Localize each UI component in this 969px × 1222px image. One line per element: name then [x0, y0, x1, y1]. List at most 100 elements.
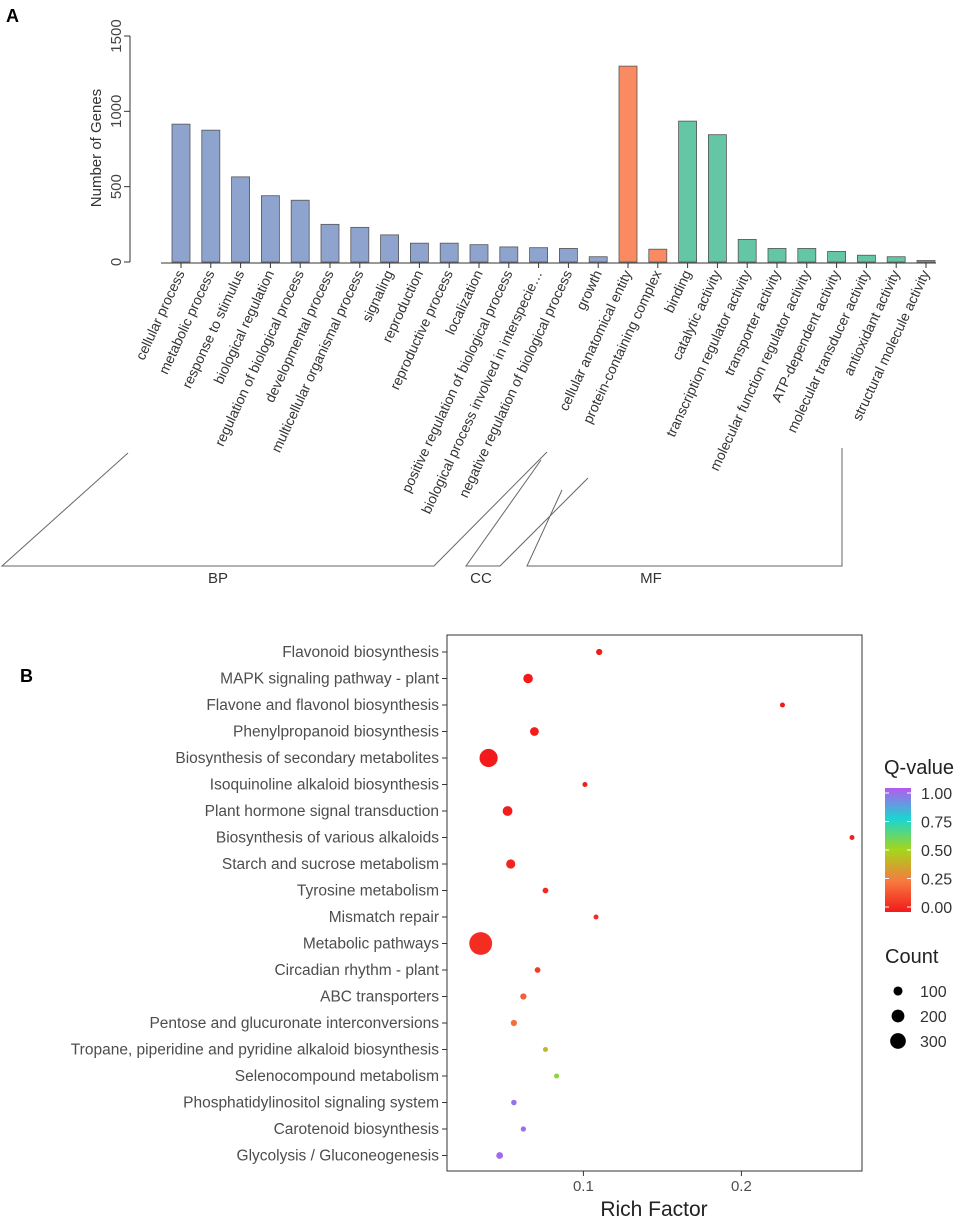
count-legend-dot	[893, 986, 903, 996]
pathway-label: Phenylpropanoid biosynthesis	[233, 724, 439, 741]
bar	[678, 120, 697, 263]
pathway-label: Tyrosine metabolism	[297, 883, 439, 900]
pathway-dot	[582, 781, 588, 788]
group-label-mf: MF	[640, 570, 662, 587]
pathway-label: MAPK signaling pathway - plant	[220, 671, 440, 688]
group-bracket-mf	[526, 448, 843, 567]
y-tick-label: 0	[108, 258, 125, 266]
pathway-label: Phosphatidylinositol signaling system	[183, 1095, 439, 1112]
pathway-label: Selenocompound metabolism	[235, 1068, 439, 1085]
bar	[469, 244, 489, 263]
pathway-dot	[520, 1126, 526, 1132]
pathway-dot	[849, 835, 855, 840]
qvalue-tick-label: 0.50	[921, 843, 952, 860]
bar	[171, 123, 191, 263]
pathway-label: Glycolysis / Gluconeogenesis	[237, 1148, 440, 1165]
bar	[290, 199, 310, 263]
bar	[350, 226, 370, 263]
bar	[827, 251, 846, 263]
count-legend-dot	[890, 1033, 906, 1049]
y-tick-label: 1000	[108, 95, 125, 128]
pathway-label: Tropane, piperidine and pyridine alkaloi…	[71, 1042, 439, 1059]
bar	[648, 248, 668, 263]
kegg-dot-chart: Flavonoid biosynthesis MAPK signaling pat…	[71, 634, 863, 1221]
pathway-label: Starch and sucrose metabolism	[222, 856, 439, 873]
pathway-dot	[596, 648, 603, 656]
y-tick-label: 500	[108, 174, 125, 199]
bar	[409, 242, 429, 263]
count-legend-label: 300	[920, 1034, 947, 1051]
pathway-label: Flavone and flavonol biosynthesis	[206, 697, 439, 714]
pathway-dot	[523, 673, 533, 684]
group-label-cc: CC	[470, 570, 492, 587]
pathway-label: Carotenoid biosynthesis	[274, 1121, 440, 1138]
bar	[767, 248, 787, 263]
qvalue-tick-label: 0.00	[921, 900, 952, 917]
panel-b-label: B	[20, 666, 33, 686]
bar	[916, 260, 936, 263]
panel-a-label: A	[6, 6, 19, 26]
bar	[708, 134, 727, 263]
bar	[260, 195, 280, 263]
pathway-label: Mismatch repair	[329, 909, 439, 926]
bar	[886, 256, 906, 263]
pathway-label: Circadian rhythm - plant	[274, 962, 439, 979]
pathway-label: Metabolic pathways	[303, 936, 439, 953]
y-tick-label: 1500	[108, 19, 125, 52]
x-tick-label: 0.1	[573, 1178, 594, 1195]
bar	[737, 238, 757, 263]
bar	[529, 247, 548, 263]
pathway-label: Isoquinoline alkaloid biosynthesis	[210, 777, 439, 794]
qvalue-tick-label: 0.75	[921, 815, 952, 832]
pathway-dot	[554, 1073, 560, 1079]
group-label-bp: BP	[208, 570, 228, 587]
count-legend-title: Count	[885, 946, 939, 968]
bar	[201, 129, 221, 263]
x-axis-title: Rich Factor	[600, 1198, 707, 1221]
bar	[439, 242, 459, 263]
bar	[380, 234, 400, 263]
x-tick-label: growth	[573, 268, 605, 313]
pathway-dot	[511, 1099, 517, 1106]
plot-area	[446, 634, 863, 1172]
count-legend-label: 100	[920, 984, 947, 1001]
bar	[588, 256, 608, 263]
y-axis-title: Number of Genes	[88, 89, 105, 207]
pathway-dot	[530, 727, 539, 736]
bar	[559, 248, 578, 263]
pathway-label: Flavonoid biosynthesis	[282, 644, 439, 661]
count-legend-label: 200	[920, 1009, 947, 1026]
pathway-label: Pentose and glucuronate interconversions	[149, 1015, 439, 1032]
bar	[320, 223, 340, 263]
legends: Q-value 1.00 0.75 0.50 0.25 0.00 Count 100 200 30…	[884, 757, 954, 1051]
pathway-dot	[542, 887, 549, 894]
group-bracket-cc	[465, 459, 589, 567]
bar	[857, 254, 876, 263]
pathway-dot	[779, 702, 785, 708]
bar	[499, 246, 519, 263]
pathway-dot	[520, 993, 527, 1000]
bar	[618, 65, 638, 263]
pathway-label: Plant hormone signal transduction	[205, 803, 439, 820]
qvalue-legend-title: Q-value	[884, 757, 954, 779]
qvalue-colorbar	[885, 788, 911, 912]
pathway-dot	[534, 967, 541, 973]
x-tick-label: 0.2	[731, 1178, 752, 1195]
pathway-dot	[469, 932, 493, 955]
pathway-dot	[593, 914, 599, 920]
pathway-label: Biosynthesis of secondary metabolites	[175, 750, 439, 767]
bar	[231, 176, 251, 263]
pathway-dot	[510, 1019, 517, 1027]
pathway-dot	[542, 1047, 548, 1052]
pathway-label: ABC transporters	[320, 989, 439, 1006]
x-tick-label: binding	[661, 268, 695, 316]
pathway-dot	[496, 1152, 504, 1159]
qvalue-tick-label: 0.25	[921, 872, 952, 889]
pathway-dot	[502, 806, 513, 816]
pathway-dot	[479, 748, 498, 768]
group-bracket-bp	[0, 451, 548, 567]
qvalue-tick-label: 1.00	[921, 786, 952, 803]
pathway-label: Biosynthesis of various alkaloids	[216, 830, 439, 847]
